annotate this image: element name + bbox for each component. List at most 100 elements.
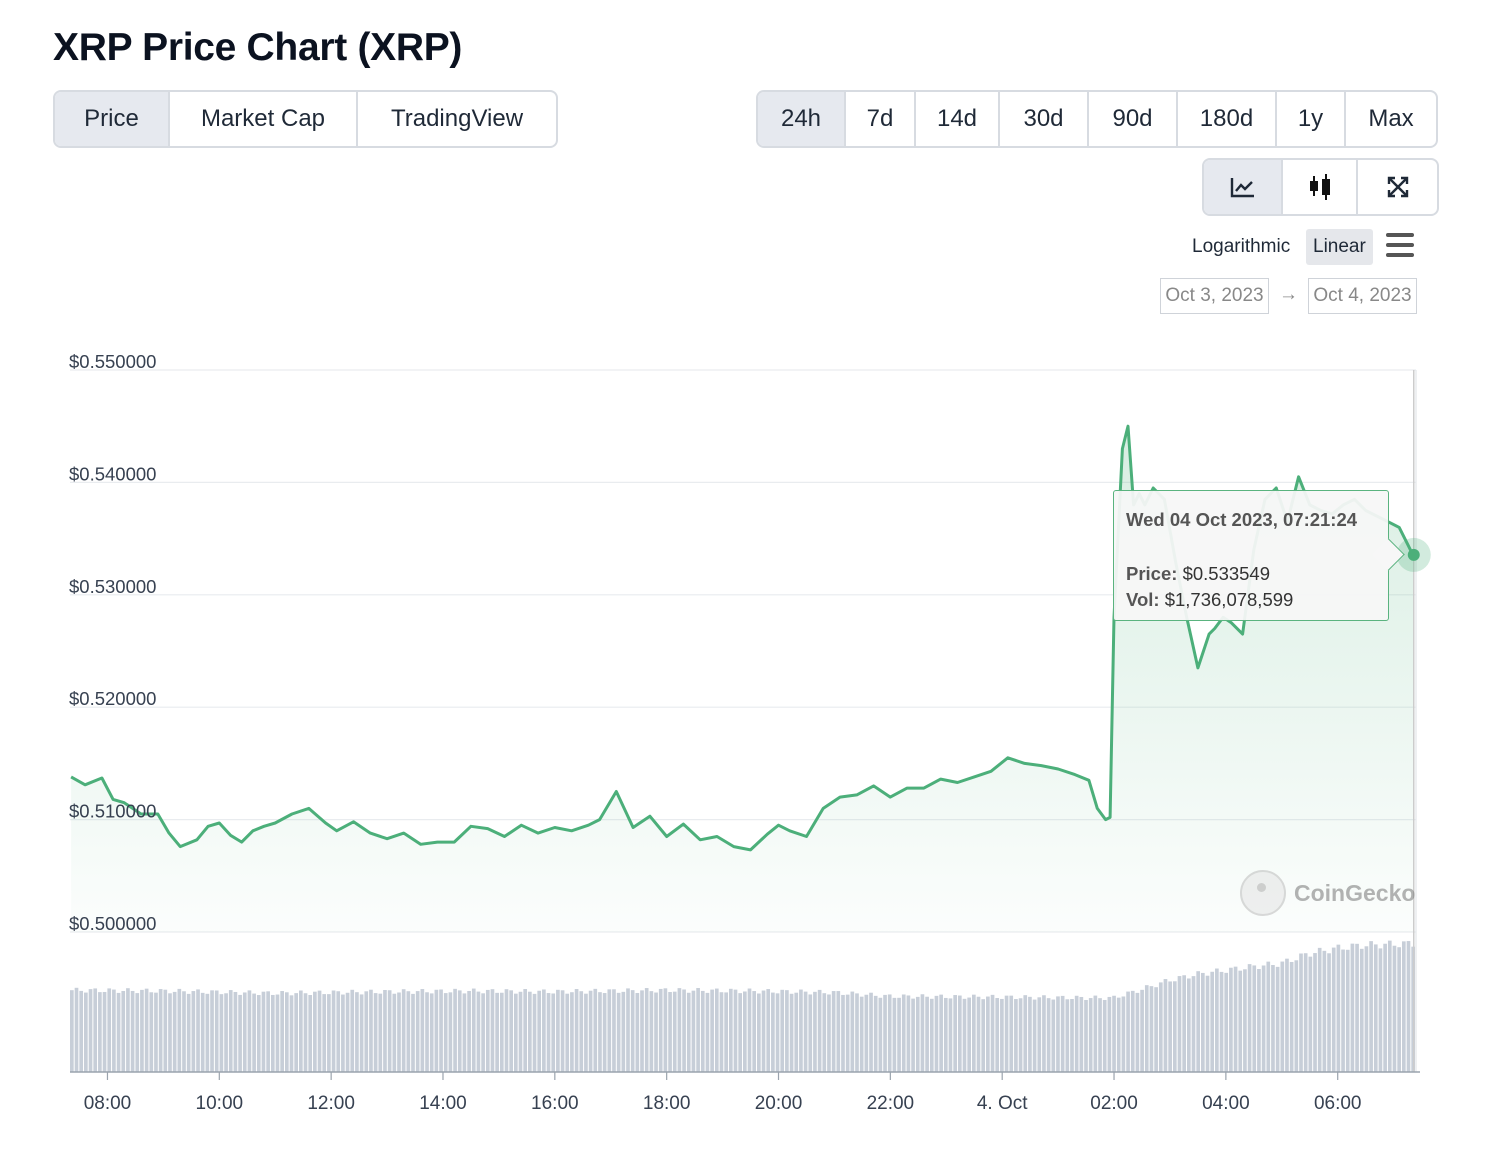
volume-bar: [574, 989, 579, 1072]
volume-bar: [485, 989, 490, 1072]
page-title: XRP Price Chart (XRP): [53, 26, 463, 69]
volume-bar: [284, 992, 289, 1072]
volume-bar: [1065, 999, 1070, 1072]
logarithmic-scale-toggle[interactable]: Logarithmic: [1192, 236, 1291, 257]
volume-bar: [471, 988, 476, 1072]
range-14d-button[interactable]: 14d: [916, 92, 1000, 146]
range-7d-button[interactable]: 7d: [846, 92, 916, 146]
date-range-arrow: →: [1279, 284, 1298, 305]
range-30d-button[interactable]: 30d: [1000, 92, 1089, 146]
volume-bar: [98, 992, 102, 1072]
volume-bar: [677, 988, 682, 1072]
menu-icon[interactable]: [1386, 233, 1414, 257]
volume-bar: [929, 998, 934, 1072]
volume-bar: [1093, 995, 1098, 1072]
volume-bar: [789, 993, 794, 1072]
volume-bar: [294, 993, 299, 1072]
volume-bar: [144, 988, 149, 1072]
volume-bar: [163, 989, 168, 1072]
volume-bar: [439, 989, 443, 1072]
volume-bar: [359, 994, 364, 1072]
volume-bar: [864, 994, 869, 1072]
volume-bar: [1313, 953, 1317, 1072]
volume-bar: [873, 995, 878, 1072]
volume-bar: [1018, 998, 1023, 1072]
volume-bar: [1215, 968, 1219, 1072]
volume-bar: [121, 990, 126, 1072]
fullscreen-button[interactable]: [1358, 160, 1437, 214]
volume-bar: [986, 996, 990, 1072]
volume-bar: [532, 993, 537, 1072]
volume-bar: [196, 989, 200, 1072]
volume-bar: [425, 992, 429, 1072]
volume-bar: [1285, 958, 1289, 1072]
volume-bar: [490, 989, 495, 1072]
volume-bar: [1373, 944, 1378, 1072]
candlestick-chart-button[interactable]: [1283, 160, 1358, 214]
volume-bar: [869, 992, 873, 1072]
volume-bar: [593, 988, 598, 1072]
volume-bar: [1177, 976, 1182, 1072]
volume-bar: [1317, 947, 1322, 1072]
volume-bar: [355, 992, 359, 1072]
range-24h-button[interactable]: 24h: [758, 92, 846, 146]
volume-bar: [126, 988, 130, 1072]
volume-bar: [658, 988, 663, 1072]
volume-bar: [654, 992, 658, 1072]
volume-bar: [107, 988, 112, 1072]
tab-price[interactable]: Price: [55, 92, 170, 146]
volume-bar: [182, 991, 186, 1072]
volume-bar: [224, 993, 228, 1072]
line-chart-icon: [1230, 178, 1254, 198]
volume-bar: [1126, 991, 1130, 1072]
volume-bar: [1116, 997, 1121, 1072]
volume-bar: [542, 989, 546, 1072]
tab-market-cap[interactable]: Market Cap: [170, 92, 358, 146]
volume-bar: [504, 989, 509, 1072]
volume-bar: [1369, 941, 1373, 1072]
linear-scale-toggle[interactable]: Linear: [1306, 229, 1373, 265]
volume-bar: [957, 995, 962, 1072]
volume-bar: [616, 992, 621, 1072]
volume-bar: [233, 991, 238, 1072]
volume-bar: [822, 993, 827, 1072]
volume-bar: [841, 994, 845, 1072]
date-to-input[interactable]: Oct 4, 2023: [1308, 278, 1417, 314]
volume-bar: [1233, 966, 1238, 1072]
volume-bar: [1074, 995, 1079, 1072]
volume-bar: [266, 991, 270, 1072]
range-180d-button[interactable]: 180d: [1178, 92, 1277, 146]
volume-bar: [1098, 998, 1102, 1072]
volume-bar: [972, 994, 976, 1072]
volume-bar: [406, 991, 411, 1072]
volume-bar: [140, 989, 144, 1072]
x-tick-label: 4. Oct: [977, 1093, 1028, 1114]
range-max-button[interactable]: Max: [1368, 105, 1414, 132]
volume-bar: [214, 990, 219, 1072]
volume-bar: [523, 989, 528, 1072]
volume-bar: [626, 988, 630, 1072]
range-90d-button[interactable]: 90d: [1089, 92, 1178, 146]
volume-bar: [1102, 999, 1107, 1072]
volume-bar: [200, 992, 205, 1072]
volume-bar: [411, 993, 415, 1072]
volume-bar: [219, 994, 224, 1072]
volume-bar: [1350, 943, 1355, 1072]
volume-bar: [443, 993, 448, 1072]
volume-bar: [556, 989, 560, 1072]
line-chart-button[interactable]: [1204, 160, 1283, 214]
x-tick-label: 18:00: [643, 1093, 691, 1114]
volume-bar: [705, 992, 710, 1072]
volume-bar: [1051, 999, 1056, 1072]
tab-tradingview[interactable]: TradingView: [390, 105, 524, 132]
volume-bar: [771, 992, 775, 1072]
y-tick-label: $0.500000: [69, 913, 156, 934]
volume-bar: [93, 988, 98, 1072]
volume-bar: [364, 991, 369, 1072]
date-from-input[interactable]: Oct 3, 2023: [1160, 278, 1269, 314]
range-1y-button[interactable]: 1y: [1277, 92, 1346, 146]
volume-bar: [845, 994, 850, 1072]
volume-bar: [1219, 971, 1224, 1072]
volume-bar: [448, 992, 453, 1072]
